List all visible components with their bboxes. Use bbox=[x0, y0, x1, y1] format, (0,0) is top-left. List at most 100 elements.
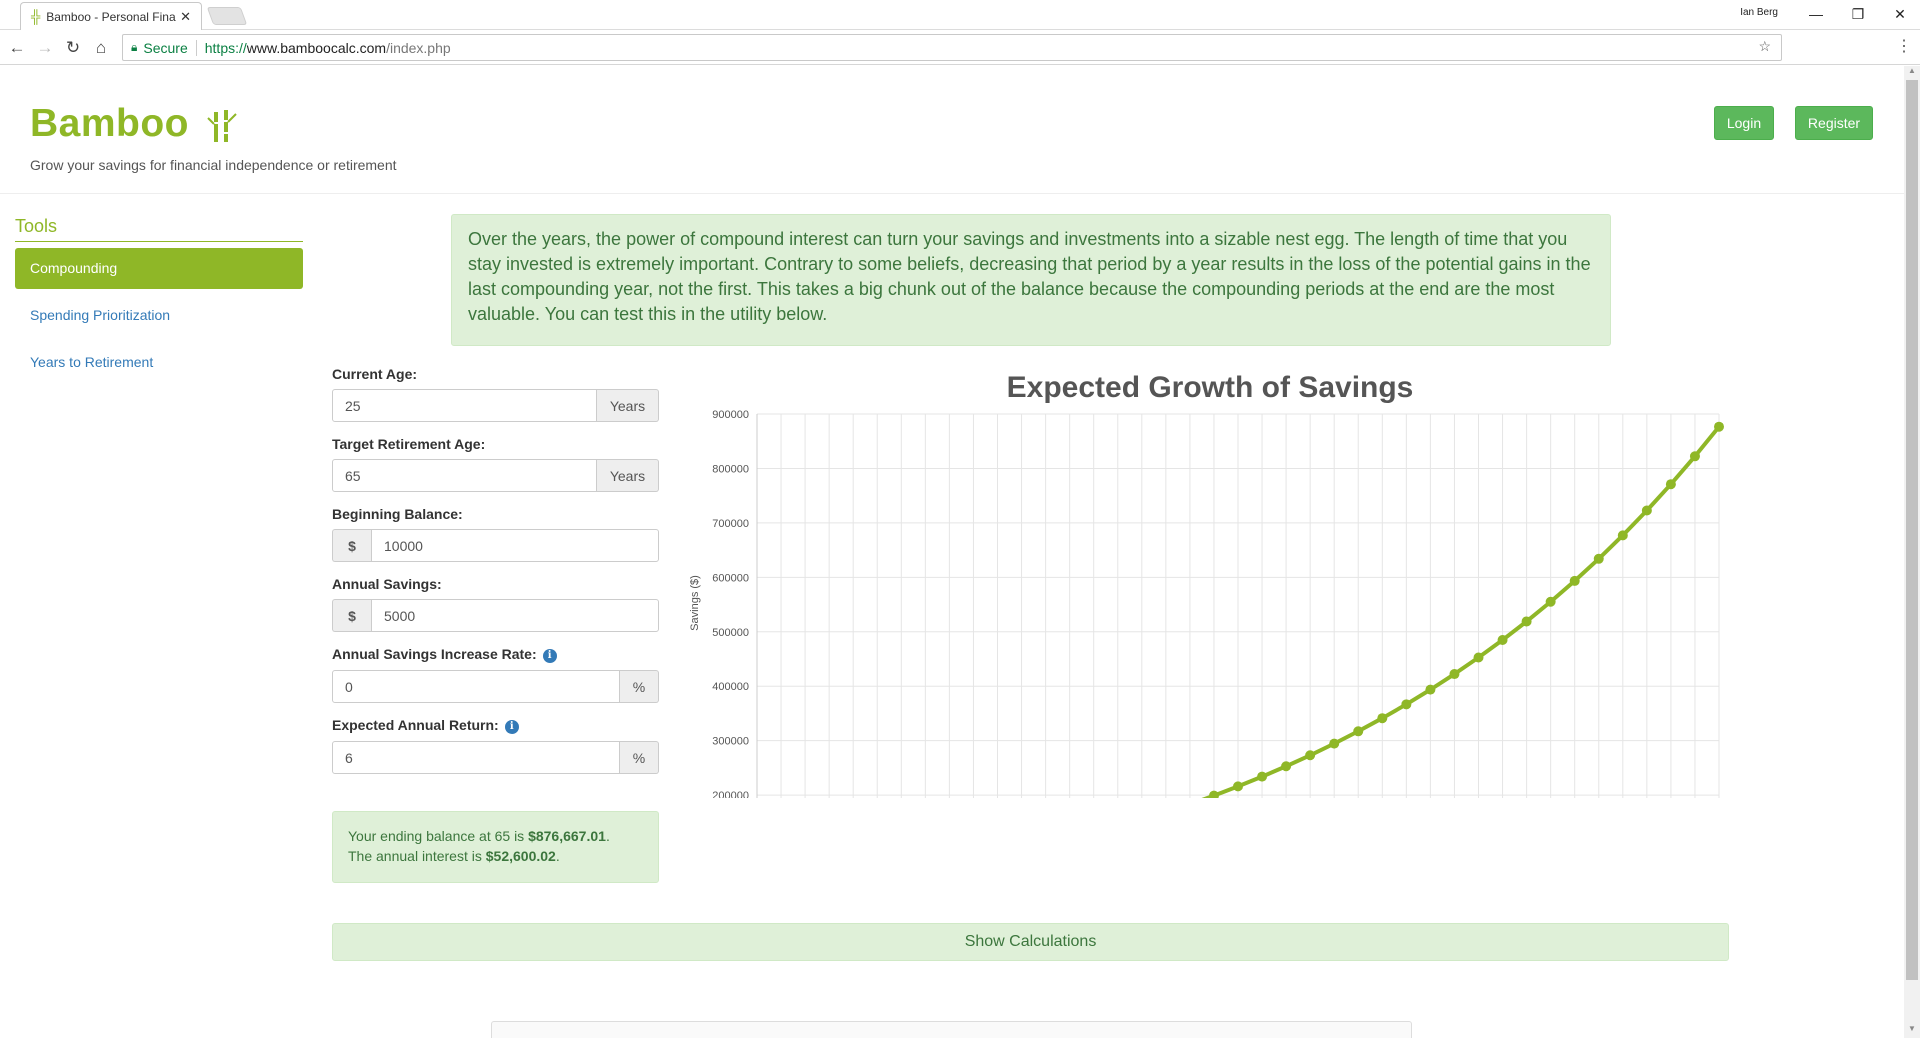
chart-title: Expected Growth of Savings bbox=[1007, 371, 1414, 404]
increase-rate-label-row: Annual Savings Increase Rate: i bbox=[332, 646, 659, 663]
browser-menu-icon[interactable]: ⋮ bbox=[1896, 38, 1912, 55]
secure-label: Secure bbox=[143, 39, 188, 56]
result-alert: Your ending balance at 65 is $876,667.01… bbox=[332, 811, 659, 883]
target-age-label: Target Retirement Age: bbox=[332, 436, 486, 452]
data-point bbox=[1281, 761, 1292, 772]
current-age-label: Current Age: bbox=[332, 366, 418, 382]
annual-savings-input[interactable] bbox=[371, 599, 659, 632]
beginning-balance-group: Beginning Balance: $ bbox=[332, 506, 659, 562]
y-tick-label: 600000 bbox=[712, 572, 749, 584]
show-calculations-button[interactable]: Show Calculations bbox=[332, 923, 1729, 961]
y-tick-label: 400000 bbox=[712, 681, 749, 693]
expected-return-group: Expected Annual Return: i % bbox=[332, 717, 659, 774]
annual-interest-value: $52,600.02 bbox=[485, 848, 556, 864]
y-tick-label: 800000 bbox=[712, 463, 749, 475]
y-axis-label: Savings ($) bbox=[689, 575, 701, 631]
data-point bbox=[1569, 575, 1580, 586]
bamboo-favicon-icon: ╬ bbox=[31, 9, 41, 24]
page: Bamboo Grow your savings for financial i… bbox=[0, 66, 1904, 1038]
y-tick-label: 900000 bbox=[712, 409, 749, 421]
y-tick-label: 700000 bbox=[712, 518, 749, 530]
browser-user[interactable]: Ian Berg bbox=[1740, 7, 1778, 18]
intro-alert: Over the years, the power of compound in… bbox=[451, 214, 1611, 346]
info-icon[interactable]: i bbox=[542, 649, 557, 663]
growth-chart: Expected Growth of Savings Savings ($) A… bbox=[680, 358, 1740, 952]
data-point bbox=[1545, 596, 1556, 607]
url-input[interactable]: 🔒︎ Secure https://www.bamboocalc.com/ind… bbox=[122, 34, 1782, 61]
footer-panel bbox=[491, 1021, 1412, 1038]
minimize-icon[interactable]: — bbox=[1809, 6, 1823, 22]
data-point bbox=[1257, 771, 1268, 782]
increase-rate-group: Annual Savings Increase Rate: i % bbox=[332, 646, 659, 703]
sidebar-item-years-to-retirement[interactable]: Years to Retirement bbox=[30, 354, 154, 370]
expected-return-label: Expected Annual Return: bbox=[332, 717, 499, 733]
url-path: /index.php bbox=[386, 39, 451, 56]
back-icon[interactable]: ← bbox=[8, 38, 26, 57]
reload-icon[interactable]: ↻ bbox=[65, 38, 81, 57]
lock-icon: 🔒︎ bbox=[131, 40, 138, 54]
data-point bbox=[1377, 713, 1388, 724]
bookmark-star-icon[interactable]: ☆ bbox=[1758, 38, 1771, 54]
window-close-icon[interactable]: ✕ bbox=[1894, 6, 1906, 22]
register-button[interactable]: Register bbox=[1795, 106, 1873, 140]
address-bar: ← → ↻ ⌂ 🔒︎ Secure https://www.bamboocalc… bbox=[0, 30, 1920, 65]
years-addon: Years bbox=[597, 459, 659, 492]
bamboo-icon bbox=[207, 109, 238, 142]
url-scheme: https:// bbox=[204, 39, 247, 56]
annual-savings-group: Annual Savings: $ bbox=[332, 576, 659, 632]
increase-rate-label: Annual Savings Increase Rate: bbox=[332, 646, 537, 662]
data-point bbox=[1521, 616, 1532, 627]
info-icon[interactable]: i bbox=[504, 720, 519, 734]
login-button[interactable]: Login bbox=[1714, 106, 1774, 140]
sidebar: Tools Compounding Spending Prioritizatio… bbox=[15, 216, 303, 383]
increase-rate-input[interactable] bbox=[332, 670, 620, 703]
expected-return-input[interactable] bbox=[332, 741, 620, 774]
home-icon[interactable]: ⌂ bbox=[95, 38, 107, 57]
data-point bbox=[1401, 699, 1412, 710]
data-point bbox=[1305, 750, 1316, 761]
y-tick-label: 300000 bbox=[712, 736, 749, 748]
page-scrollbar[interactable]: ▲ ▼ bbox=[1904, 66, 1920, 1038]
annual-savings-label: Annual Savings: bbox=[332, 576, 442, 592]
data-point bbox=[1617, 530, 1628, 541]
new-tab-button[interactable] bbox=[206, 7, 248, 25]
brand-name: Bamboo bbox=[30, 102, 189, 145]
current-age-input[interactable] bbox=[332, 389, 597, 422]
calculator-form: Current Age: Years Target Retirement Age… bbox=[332, 366, 659, 788]
years-addon: Years bbox=[597, 389, 659, 422]
beginning-balance-input[interactable] bbox=[371, 529, 659, 562]
data-point bbox=[1593, 553, 1604, 564]
omnibox-divider bbox=[195, 39, 197, 56]
current-age-group: Current Age: Years bbox=[332, 366, 659, 422]
forward-icon[interactable]: → bbox=[36, 38, 54, 57]
url-host: www.bamboocalc.com bbox=[246, 39, 387, 56]
data-point bbox=[1449, 669, 1460, 680]
tab-title: Bamboo - Personal Finan bbox=[46, 9, 177, 24]
y-tick-label: 500000 bbox=[712, 627, 749, 639]
close-tab-icon[interactable]: ✕ bbox=[180, 8, 191, 24]
data-point bbox=[1714, 421, 1724, 432]
data-point bbox=[1473, 652, 1484, 663]
header-divider bbox=[0, 193, 1904, 194]
scroll-up-icon[interactable]: ▲ bbox=[1908, 66, 1916, 75]
sidebar-item-spending-prioritization[interactable]: Spending Prioritization bbox=[30, 307, 171, 323]
data-point bbox=[1425, 684, 1436, 695]
target-age-group: Target Retirement Age: Years bbox=[332, 436, 659, 492]
scroll-down-icon[interactable]: ▼ bbox=[1908, 1024, 1916, 1033]
data-point bbox=[1329, 738, 1340, 749]
expected-return-label-row: Expected Annual Return: i bbox=[332, 717, 659, 734]
scrollbar-thumb[interactable] bbox=[1906, 80, 1918, 980]
result-line2-pre: The annual interest is bbox=[348, 848, 486, 864]
y-tick-labels: 0100000200000300000400000500000600000700… bbox=[712, 409, 749, 911]
chart-grid bbox=[756, 413, 1720, 909]
data-point bbox=[1689, 451, 1700, 462]
target-age-input[interactable] bbox=[332, 459, 597, 492]
data-point bbox=[1665, 479, 1676, 490]
data-point bbox=[1233, 781, 1243, 792]
restore-icon[interactable]: ❐ bbox=[1851, 6, 1865, 22]
brand-logo[interactable]: Bamboo bbox=[30, 102, 240, 146]
sidebar-item-compounding[interactable]: Compounding bbox=[15, 248, 303, 289]
data-point bbox=[1208, 790, 1219, 801]
browser-tab[interactable]: ╬ Bamboo - Personal Finan ✕ bbox=[20, 2, 202, 30]
growth-chart-svg: Expected Growth of Savings Savings ($) A… bbox=[689, 371, 1725, 952]
